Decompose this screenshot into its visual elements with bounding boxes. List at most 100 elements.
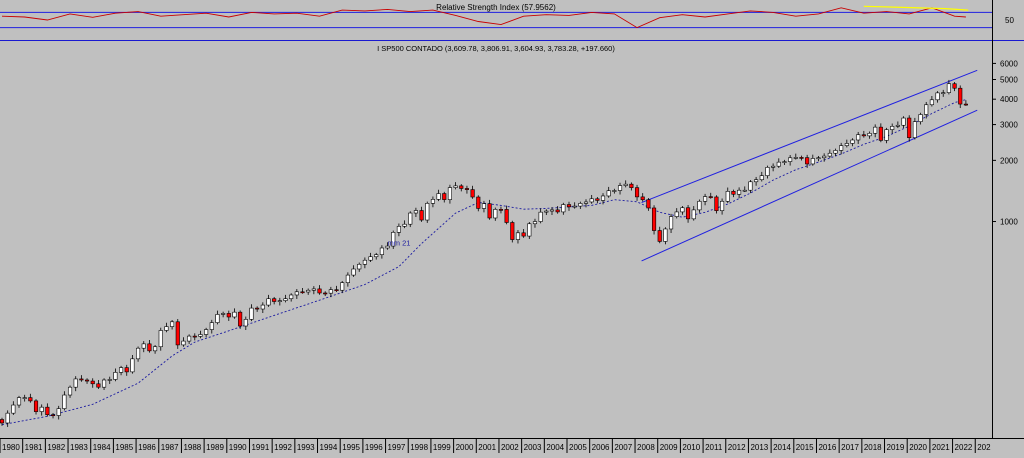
candle-body <box>84 379 90 382</box>
price-tick-label: 1000 <box>1000 218 1018 227</box>
candle-body <box>850 139 855 144</box>
candle-body <box>623 183 628 186</box>
candle-body <box>878 126 883 141</box>
year-tick-label: 2004 <box>546 443 564 452</box>
year-tick-label: 2015 <box>796 443 814 452</box>
year-tick-label: 1981 <box>25 443 43 452</box>
candle-body <box>306 289 311 293</box>
candle-body <box>867 132 872 137</box>
candle-body <box>515 232 521 240</box>
candle-body <box>697 200 702 211</box>
candle-body <box>595 198 600 201</box>
candle-body <box>470 189 475 198</box>
candle-body <box>612 190 617 192</box>
candle-body <box>640 196 645 201</box>
year-tick-label: 2010 <box>682 443 700 452</box>
price-plot-area <box>0 44 992 438</box>
candle-body <box>323 292 328 295</box>
rsi-tick-label: 50 <box>1005 16 1014 25</box>
candle-body <box>555 209 560 213</box>
candle-body <box>680 207 685 213</box>
candle-body <box>215 314 220 323</box>
candle-body <box>453 185 458 188</box>
candle-body <box>277 300 282 302</box>
candle-body <box>686 207 691 220</box>
candle-body <box>311 288 316 291</box>
candle-body <box>379 247 384 255</box>
candle-body <box>657 230 662 242</box>
candle-body <box>510 222 515 240</box>
price-tick-label: 6000 <box>1000 59 1018 68</box>
candle-body <box>884 129 889 141</box>
candle-body <box>663 228 668 242</box>
candle-body <box>425 203 430 221</box>
candle-body <box>62 394 67 409</box>
candle-body <box>73 378 78 388</box>
candle-body <box>317 288 322 294</box>
year-tick-label: 1984 <box>93 443 111 452</box>
candle-body <box>56 408 61 416</box>
candle-body <box>946 83 951 93</box>
candle-body <box>805 157 810 165</box>
year-tick-label: 2022 <box>955 443 973 452</box>
year-tick-label: 2018 <box>864 443 882 452</box>
candle-body <box>357 263 362 270</box>
candle-body <box>119 367 124 373</box>
channel-lower-line <box>641 109 978 262</box>
candle-body <box>895 124 900 127</box>
candle-body <box>192 335 197 338</box>
candle-body <box>272 298 277 302</box>
candle-body <box>79 378 84 381</box>
candle-body <box>147 343 152 352</box>
candle-body <box>720 200 725 211</box>
year-tick-label: 1983 <box>70 443 88 452</box>
candle-body <box>464 188 469 190</box>
candle-body <box>606 190 611 197</box>
year-tick-label: 2006 <box>592 443 610 452</box>
candle-body <box>561 204 566 213</box>
candle-body <box>963 103 968 106</box>
candle-body <box>22 397 27 399</box>
candle-body <box>459 185 464 189</box>
year-tick-label: 1988 <box>183 443 201 452</box>
candle-body <box>413 210 418 214</box>
year-tick-label: 1995 <box>342 443 360 452</box>
candle-body <box>691 209 696 220</box>
year-tick-label: 2008 <box>637 443 655 452</box>
candle-body <box>907 117 912 139</box>
candle-body <box>249 307 254 320</box>
year-tick-label: 202 <box>977 443 991 452</box>
candle-body <box>754 179 759 183</box>
year-tick-label: 2020 <box>909 443 927 452</box>
price-layer: mm 21 <box>0 69 978 427</box>
candle-body <box>266 298 271 306</box>
candle-body <box>408 212 413 225</box>
year-tick-label: 1989 <box>206 443 224 452</box>
candle-body <box>175 321 180 346</box>
candle-body <box>226 313 231 318</box>
candle-body <box>725 191 730 202</box>
candle-body <box>33 400 39 412</box>
candle-body <box>260 304 265 310</box>
candle-body <box>447 187 452 200</box>
candle-body <box>901 117 906 126</box>
year-tick-label: 1993 <box>297 443 315 452</box>
year-tick-label: 1986 <box>138 443 156 452</box>
candle-body <box>788 157 793 162</box>
year-tick-label: 2012 <box>728 443 746 452</box>
candle-body <box>765 167 770 176</box>
channel-upper-line <box>641 69 978 204</box>
candle-body <box>113 372 118 380</box>
candle-body <box>11 404 16 414</box>
year-tick-label: 1997 <box>388 443 406 452</box>
candle-body <box>481 203 487 209</box>
candle-body <box>0 419 5 424</box>
candle-body <box>300 291 305 294</box>
year-tick-label: 1982 <box>47 443 65 452</box>
candle-body <box>209 322 214 330</box>
candle-body <box>28 397 33 402</box>
year-tick-label: 1996 <box>365 443 383 452</box>
candle-body <box>629 183 634 188</box>
rsi-line <box>1 7 966 29</box>
